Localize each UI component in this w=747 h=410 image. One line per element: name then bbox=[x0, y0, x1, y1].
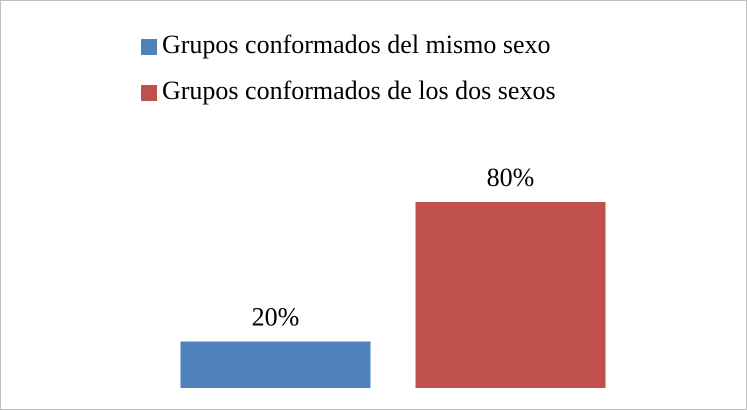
bar bbox=[415, 202, 606, 388]
data-label: 80% bbox=[487, 163, 535, 192]
bar bbox=[180, 341, 371, 388]
data-label: 20% bbox=[252, 302, 300, 331]
legend-label: Grupos conformados de los dos sexos bbox=[162, 76, 556, 105]
legend-swatch bbox=[141, 85, 157, 101]
legend-swatch bbox=[141, 39, 157, 55]
legend-label: Grupos conformados del mismo sexo bbox=[162, 30, 551, 59]
